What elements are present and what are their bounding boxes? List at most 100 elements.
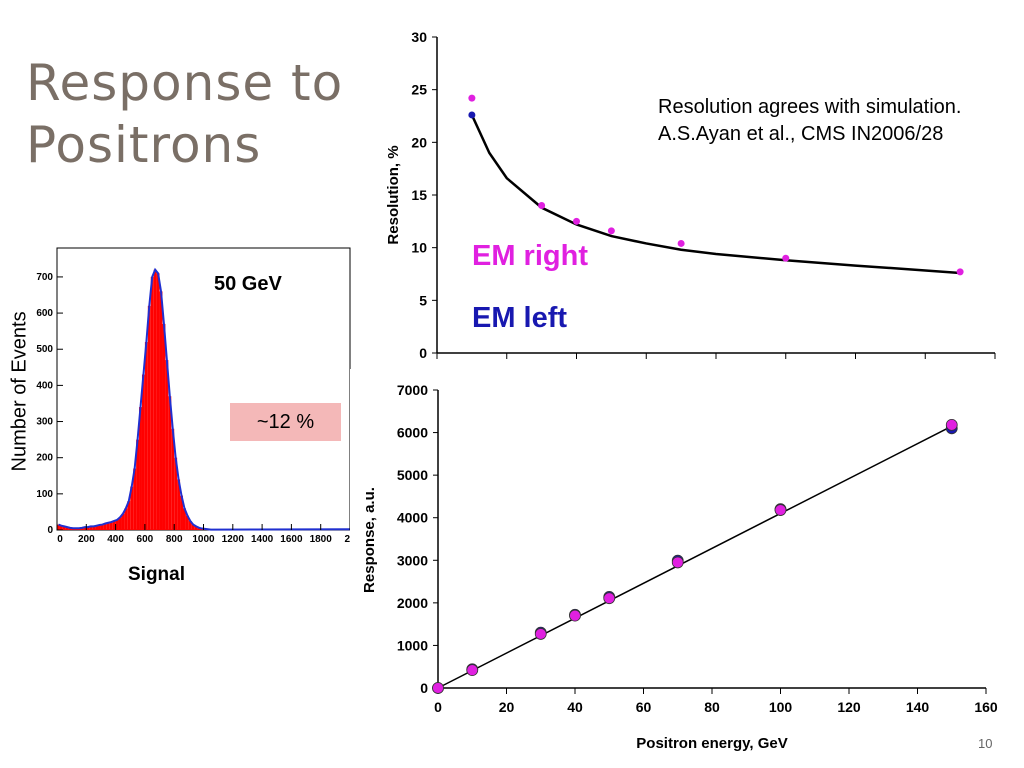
response-y-tick-label: 5000	[397, 467, 428, 483]
histogram-x-tick-label: 200	[78, 534, 95, 545]
histogram-bar	[144, 342, 148, 530]
resolution-box: ~12 %	[230, 403, 341, 441]
histogram-bar	[68, 527, 72, 530]
histogram-bar	[165, 360, 169, 530]
histogram-bar	[112, 520, 116, 530]
title-line-1: Response to	[26, 54, 344, 112]
slide-title: Response to Positrons	[26, 52, 343, 176]
response-y-tick-label: 7000	[397, 382, 428, 398]
histogram-x-tick-label: 400	[107, 534, 124, 545]
resolution-point	[468, 94, 476, 102]
histogram-bar	[153, 269, 157, 530]
histogram-y-axis-title: Number of Events	[9, 311, 32, 471]
histogram-bar	[180, 495, 183, 530]
resolution-y-tick-label: 10	[411, 240, 427, 256]
resolution-y-tick-label: 15	[411, 187, 427, 203]
resolution-annotation: Resolution agrees with simulation. A.S.A…	[658, 96, 962, 145]
response-point	[466, 664, 479, 677]
histogram-bar	[168, 396, 172, 530]
response-x-tick-label: 140	[906, 699, 930, 715]
response-x-tick-label: 100	[769, 699, 793, 715]
histogram-bar	[103, 523, 107, 530]
histogram-bar	[141, 374, 145, 530]
resolution-point	[573, 217, 580, 225]
histogram-x-tick-label: 0	[57, 534, 63, 545]
resolution-y-axis-title: Resolution, %	[385, 145, 402, 244]
histogram-bar	[191, 524, 195, 530]
histogram-bar	[150, 276, 154, 530]
histogram-bar	[109, 522, 113, 530]
histogram-bar	[80, 527, 84, 530]
histogram-bar	[136, 439, 140, 530]
histogram-bar	[124, 508, 128, 530]
histogram-bar	[98, 524, 101, 530]
response-x-tick-label: 20	[499, 699, 515, 715]
histogram-y-tick-label: 200	[36, 453, 53, 464]
resolution-fit-curve	[470, 114, 961, 275]
response-x-tick-label: 0	[434, 699, 442, 715]
histogram-bar	[156, 273, 160, 530]
histogram-bar	[185, 515, 189, 530]
histogram-bar	[197, 527, 201, 530]
histogram-bar	[188, 520, 192, 530]
response-y-tick-label: 3000	[397, 552, 428, 568]
histogram-x-tick-label: 800	[166, 534, 183, 545]
histogram-x-tick-label: 1000	[192, 534, 215, 545]
resolution-point	[538, 202, 546, 210]
histogram-bar	[194, 526, 198, 530]
histogram-bar	[89, 526, 93, 530]
resolution-point	[782, 254, 790, 262]
histogram-y-tick-label: 500	[36, 344, 53, 355]
histogram-fit-line	[58, 267, 351, 531]
response-background	[350, 369, 1024, 768]
resolution-point	[607, 227, 615, 235]
histogram-y-tick-label: 700	[36, 272, 53, 283]
histogram-bar	[147, 305, 151, 530]
response-point	[774, 504, 787, 516]
histogram-x-tick-label: 1200	[222, 534, 245, 545]
histogram-bar	[57, 524, 60, 530]
histogram-bar	[92, 526, 96, 530]
histogram-x-axis-title: Signal	[128, 564, 186, 585]
resolution-y-tick-label: 25	[411, 82, 427, 98]
response-point	[569, 609, 581, 622]
resolution-point	[677, 239, 685, 247]
histogram-bar	[83, 527, 87, 530]
resolution-point	[956, 268, 964, 276]
histogram-bar	[174, 457, 178, 530]
histogram-bar	[133, 468, 137, 530]
response-y-tick-label: 0	[420, 680, 428, 696]
histogram-x-tick-label: 1400	[251, 534, 274, 545]
histogram-bar	[162, 323, 166, 530]
histogram-bar	[62, 526, 66, 530]
response-fit-line	[437, 425, 953, 689]
resolution-y-tick-label: 5	[419, 292, 427, 308]
histogram-bar	[95, 525, 99, 530]
response-y-axis-title: Response, a.u.	[361, 487, 378, 593]
histogram-bar	[130, 486, 134, 530]
histogram-bar	[86, 527, 90, 530]
response-point	[945, 419, 958, 431]
resolution-y-tick-label: 0	[419, 345, 427, 361]
histogram-bar	[118, 517, 122, 530]
beam-energy-label: 50 GeV	[214, 273, 282, 295]
response-x-axis-title: Positron energy, GeV	[636, 735, 787, 752]
histogram-bar	[106, 522, 110, 530]
histogram-y-tick-label: 100	[36, 489, 53, 500]
histogram-x-tick-label: 600	[137, 534, 154, 545]
histogram-bar	[182, 508, 186, 530]
resolution-y-tick-label: 20	[411, 134, 427, 150]
response-x-tick-label: 160	[974, 699, 998, 715]
histogram-y-tick-label: 400	[36, 380, 53, 391]
response-point	[432, 682, 444, 694]
resolution-y-tick-label: 30	[411, 29, 427, 45]
histogram-bar	[139, 407, 142, 530]
response-x-tick-label: 60	[636, 699, 652, 715]
histogram-bar	[171, 428, 175, 530]
resolution-point	[468, 111, 476, 119]
title-line-2: Positrons	[26, 116, 262, 174]
histogram-x-tick-label: 1800	[310, 534, 333, 545]
histogram-bar	[115, 519, 119, 530]
response-y-tick-label: 2000	[397, 595, 428, 611]
